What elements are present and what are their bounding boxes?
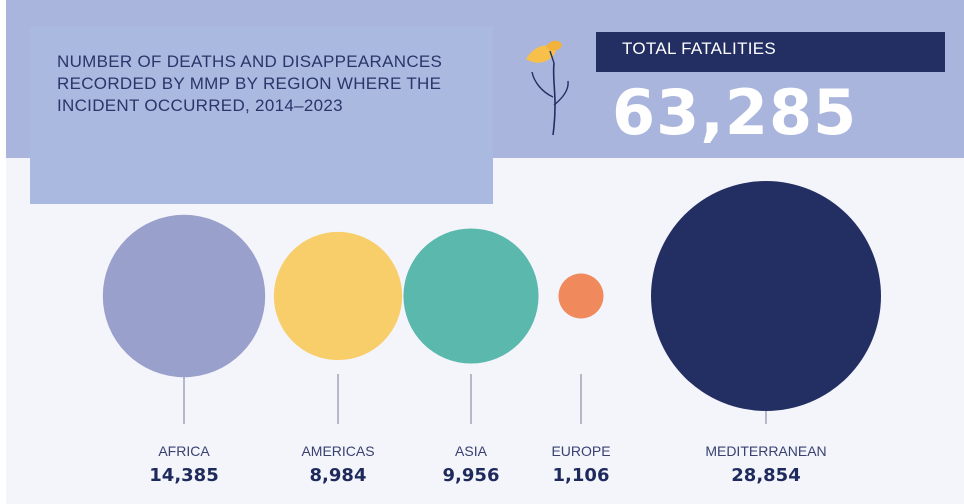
title-box: NUMBER OF DEATHS AND DISAPPEARANCES RECO… [30,27,493,204]
region-value: 1,106 [553,465,610,486]
region-label: AFRICA [158,443,210,459]
region-value: 8,984 [310,465,367,486]
region-value: 28,854 [731,465,800,486]
bubble-africa [102,214,266,378]
bubble-mediterranean [651,181,881,411]
region-label: MEDITERRANEAN [705,443,826,459]
bubble-americas [273,231,403,361]
total-value: 63,285 [612,76,858,149]
region-label: EUROPE [551,443,610,459]
region-label: AMERICAS [301,443,374,459]
region-value: 9,956 [443,465,500,486]
flower-icon [526,40,569,136]
total-label-box: TOTAL FATALITIES [596,32,945,72]
region-label: ASIA [455,443,488,459]
total-label: TOTAL FATALITIES [622,39,777,58]
chart-title: NUMBER OF DEATHS AND DISAPPEARANCES RECO… [57,52,443,115]
bubble-europe [558,273,604,319]
region-value: 14,385 [149,465,218,486]
bubble-asia [403,228,539,364]
